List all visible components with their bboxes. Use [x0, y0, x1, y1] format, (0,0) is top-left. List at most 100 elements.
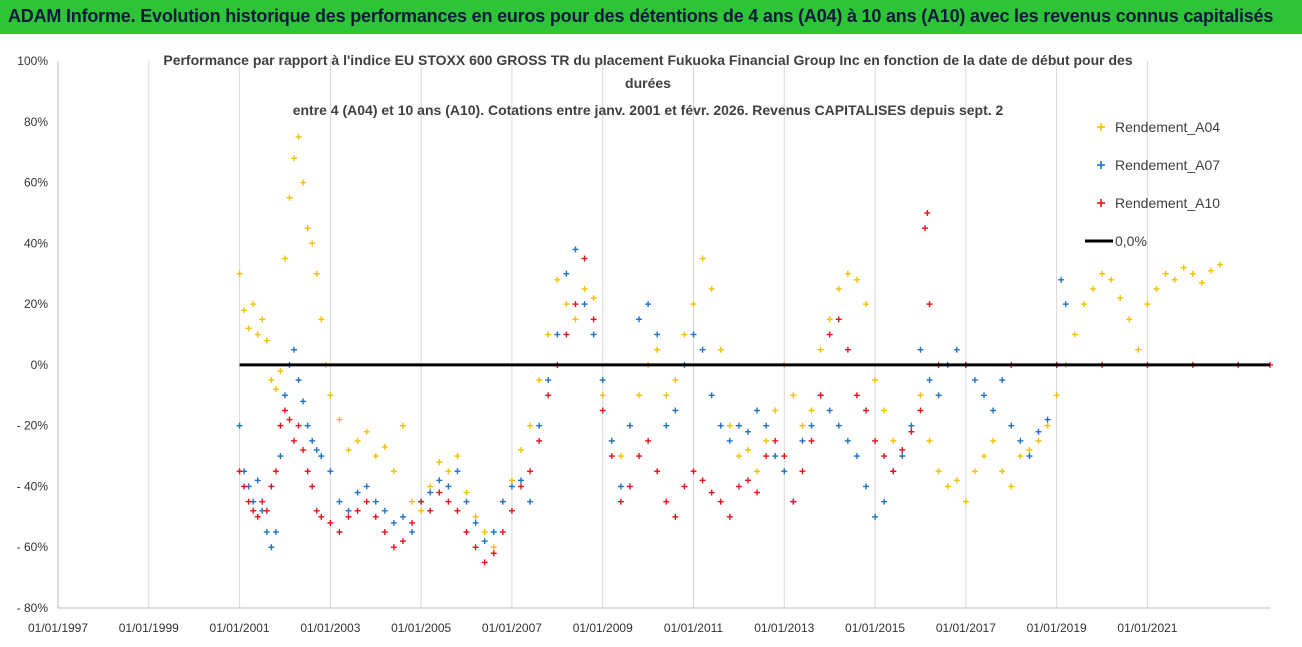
point-Rendement_A07 [844, 437, 851, 444]
point-Rendement_A04 [926, 437, 933, 444]
x-tick-label: 01/01/2005 [391, 621, 451, 635]
point-Rendement_A07 [1026, 453, 1033, 460]
point-Rendement_A04 [291, 155, 298, 162]
point-Rendement_A10 [490, 550, 497, 557]
point-Rendement_A10 [826, 331, 833, 338]
point-Rendement_A10 [336, 529, 343, 536]
point-Rendement_A04 [663, 392, 670, 399]
point-Rendement_A10 [236, 468, 243, 475]
point-Rendement_A04 [518, 446, 525, 453]
chart-title-line-2: durées [625, 75, 671, 91]
point-Rendement_A07 [527, 498, 534, 505]
point-Rendement_A10 [363, 498, 370, 505]
point-Rendement_A04 [454, 453, 461, 460]
point-Rendement_A10 [735, 483, 742, 490]
y-tick-label: - 20% [17, 419, 49, 433]
point-Rendement_A07 [981, 392, 988, 399]
point-Rendement_A04 [654, 346, 661, 353]
x-tick-label: 01/01/2013 [754, 621, 814, 635]
point-Rendement_A07 [581, 301, 588, 308]
point-Rendement_A04 [281, 255, 288, 262]
point-Rendement_A04 [363, 428, 370, 435]
legend-item: Rendement_A04 [1097, 119, 1220, 135]
point-Rendement_A07 [291, 346, 298, 353]
point-Rendement_A07 [654, 331, 661, 338]
point-Rendement_A07 [372, 498, 379, 505]
point-Rendement_A07 [345, 507, 352, 514]
point-Rendement_A04 [277, 367, 284, 374]
point-Rendement_A04 [754, 468, 761, 475]
point-Rendement_A10 [563, 331, 570, 338]
point-Rendement_A04 [1099, 270, 1106, 277]
point-Rendement_A10 [345, 513, 352, 520]
y-tick-label: 60% [24, 176, 48, 190]
point-Rendement_A04 [917, 392, 924, 399]
point-Rendement_A10 [281, 407, 288, 414]
point-Rendement_A04 [735, 453, 742, 460]
point-Rendement_A10 [881, 453, 888, 460]
point-Rendement_A04 [1053, 392, 1060, 399]
point-Rendement_A10 [268, 483, 275, 490]
point-Rendement_A04 [1180, 264, 1187, 271]
point-Rendement_A04 [250, 301, 257, 308]
point-Rendement_A04 [1189, 270, 1196, 277]
point-Rendement_A04 [1026, 446, 1033, 453]
point-Rendement_A07 [281, 392, 288, 399]
point-Rendement_A04 [1080, 301, 1087, 308]
point-Rendement_A10 [890, 468, 897, 475]
point-Rendement_A10 [254, 513, 261, 520]
point-Rendement_A07 [663, 422, 670, 429]
point-Rendement_A10 [744, 477, 751, 484]
point-Rendement_A04 [890, 437, 897, 444]
point-Rendement_A10 [545, 392, 552, 399]
point-Rendement_A10 [304, 468, 311, 475]
chart-title-line-3: entre 4 (A04) et 10 ans (A10). Cotations… [293, 102, 1004, 118]
point-Rendement_A07 [318, 453, 325, 460]
point-Rendement_A04 [971, 468, 978, 475]
point-Rendement_A07 [608, 437, 615, 444]
point-Rendement_A04 [1171, 276, 1178, 283]
point-Rendement_A10 [300, 446, 307, 453]
point-Rendement_A10 [926, 301, 933, 308]
point-Rendement_A07 [935, 392, 942, 399]
point-Rendement_A10 [917, 407, 924, 414]
chart-title: Performance par rapport à l'indice EU ST… [163, 52, 1132, 118]
point-Rendement_A04 [481, 529, 488, 536]
point-Rendement_A07 [772, 453, 779, 460]
point-Rendement_A07 [1044, 416, 1051, 423]
point-Rendement_A10 [409, 519, 416, 526]
point-Rendement_A04 [990, 437, 997, 444]
point-Rendement_A04 [336, 416, 343, 423]
report-title: ADAM Informe. Evolution historique des p… [8, 6, 1274, 26]
point-Rendement_A07 [726, 437, 733, 444]
point-Rendement_A07 [708, 392, 715, 399]
point-Rendement_A04 [545, 331, 552, 338]
point-Rendement_A10 [372, 513, 379, 520]
point-Rendement_A10 [245, 498, 252, 505]
point-Rendement_A07 [599, 377, 606, 384]
point-Rendement_A04 [1144, 301, 1151, 308]
point-Rendement_A04 [999, 468, 1006, 475]
point-Rendement_A04 [490, 544, 497, 551]
x-tick-label: 01/01/2019 [1027, 621, 1087, 635]
point-Rendement_A04 [409, 498, 416, 505]
point-Rendement_A07 [572, 246, 579, 253]
point-Rendement_A07 [254, 477, 261, 484]
point-Rendement_A04 [554, 276, 561, 283]
point-Rendement_A04 [790, 392, 797, 399]
point-Rendement_A07 [799, 437, 806, 444]
point-Rendement_A07 [363, 483, 370, 490]
point-Rendement_A07 [636, 316, 643, 323]
point-Rendement_A10 [309, 483, 316, 490]
point-Rendement_A10 [427, 507, 434, 514]
y-tick-label: 80% [24, 115, 48, 129]
point-Rendement_A10 [817, 392, 824, 399]
point-Rendement_A10 [863, 407, 869, 414]
point-Rendement_A10 [772, 437, 779, 444]
legend-label: Rendement_A07 [1115, 157, 1220, 173]
y-tick-label: 20% [24, 297, 48, 311]
point-Rendement_A07 [1008, 422, 1015, 429]
point-Rendement_A10 [672, 513, 679, 520]
point-Rendement_A10 [399, 538, 406, 545]
point-Rendement_A10 [781, 453, 788, 460]
